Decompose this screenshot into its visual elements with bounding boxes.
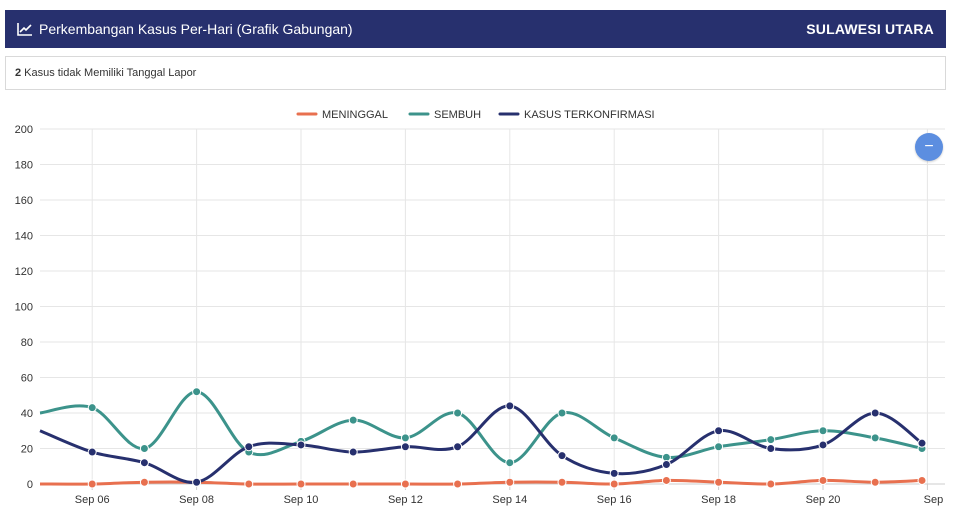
y-tick-label: 140 (15, 231, 33, 243)
data-point-kasus-terkonfirmasi[interactable] (557, 451, 567, 461)
data-point-kasus-terkonfirmasi[interactable] (870, 408, 880, 418)
y-tick-label: 160 (15, 195, 33, 207)
data-point-sembuh[interactable] (453, 408, 463, 418)
data-point-kasus-terkonfirmasi[interactable] (609, 468, 619, 478)
data-point-meninggal[interactable] (400, 479, 410, 489)
data-point-kasus-terkonfirmasi[interactable] (139, 458, 149, 468)
y-tick-label: 120 (15, 266, 33, 278)
x-tick-label: Sep 08 (179, 494, 214, 506)
series-kasus-terkonfirmasi (39, 401, 927, 487)
region-name: SULAWESI UTARA (806, 21, 934, 37)
data-point-meninggal[interactable] (609, 479, 619, 489)
data-point-meninggal[interactable] (453, 479, 463, 489)
data-point-sembuh[interactable] (139, 444, 149, 453)
panel-title: Perkembangan Kasus Per-Hari (Grafik Gabu… (17, 10, 353, 48)
undated-cases-count: 2 (15, 67, 22, 79)
panel-header: Perkembangan Kasus Per-Hari (Grafik Gabu… (5, 10, 946, 48)
collapse-button[interactable]: − (915, 133, 943, 161)
legend-item-kasus-terkonfirmasi[interactable]: KASUS TERKONFIRMASI (498, 109, 655, 121)
data-point-kasus-terkonfirmasi[interactable] (766, 444, 776, 453)
data-point-meninggal[interactable] (870, 477, 880, 487)
data-point-kasus-terkonfirmasi[interactable] (87, 447, 97, 457)
data-point-meninggal[interactable] (917, 475, 927, 485)
data-point-meninggal[interactable] (557, 477, 567, 487)
line-chart-icon (17, 23, 32, 36)
legend-label: MENINGGAL (322, 109, 388, 121)
y-axis: 0 20 40 60 80 100 120 140 160 180 200 (15, 124, 33, 491)
data-point-sembuh[interactable] (870, 433, 880, 443)
x-tick-label: Sep 06 (75, 494, 110, 506)
undated-cases-note: 2 Kasus tidak Memiliki Tanggal Lapor (5, 56, 946, 90)
data-point-sembuh[interactable] (505, 458, 515, 468)
y-tick-label: 100 (15, 302, 33, 314)
x-tick-label: Sep 20 (806, 494, 841, 506)
data-point-meninggal[interactable] (348, 479, 358, 489)
y-tick-label: 0 (27, 479, 33, 491)
data-point-kasus-terkonfirmasi[interactable] (244, 442, 254, 452)
minus-icon: − (924, 138, 934, 155)
x-axis: Sep 06 Sep 08 Sep 10 Sep 12 Sep 14 Sep 16 Sep … (40, 483, 945, 506)
data-point-kasus-terkonfirmasi[interactable] (917, 438, 927, 448)
data-point-kasus-terkonfirmasi[interactable] (505, 401, 515, 411)
y-tick-label: 180 (15, 160, 33, 172)
data-point-meninggal[interactable] (714, 477, 724, 487)
data-point-kasus-terkonfirmasi[interactable] (400, 442, 410, 452)
y-tick-label: 60 (21, 373, 33, 385)
legend-label: SEMBUH (434, 109, 481, 121)
series-sembuh (39, 387, 927, 468)
data-point-meninggal[interactable] (818, 475, 828, 485)
legend-item-sembuh[interactable]: SEMBUH (408, 109, 481, 121)
data-point-kasus-terkonfirmasi[interactable] (296, 440, 306, 450)
legend-item-meninggal[interactable]: MENINGGAL (296, 109, 388, 121)
data-point-sembuh[interactable] (348, 415, 358, 425)
x-tick-label: Sep 10 (284, 494, 319, 506)
panel-title-text: Perkembangan Kasus Per-Hari (Grafik Gabu… (39, 21, 353, 37)
y-tick-label: 80 (21, 337, 33, 349)
x-tick-label: Sep 16 (597, 494, 632, 506)
data-point-meninggal[interactable] (505, 477, 515, 487)
undated-cases-text: Kasus tidak Memiliki Tanggal Lapor (24, 67, 197, 79)
data-point-kasus-terkonfirmasi[interactable] (714, 426, 724, 436)
data-point-meninggal[interactable] (87, 479, 97, 489)
data-point-meninggal[interactable] (139, 477, 149, 487)
data-point-meninggal[interactable] (296, 479, 306, 489)
data-point-sembuh[interactable] (714, 442, 724, 452)
legend-label: KASUS TERKONFIRMASI (524, 109, 655, 121)
data-point-meninggal[interactable] (244, 479, 254, 489)
data-point-sembuh[interactable] (609, 433, 619, 443)
x-tick-label: Sep (924, 494, 944, 506)
data-point-kasus-terkonfirmasi[interactable] (453, 442, 463, 452)
x-tick-label: Sep 14 (492, 494, 527, 506)
x-tick-label: Sep 12 (388, 494, 423, 506)
y-tick-label: 40 (21, 408, 33, 420)
data-point-sembuh[interactable] (192, 387, 202, 397)
chart-legend: MENINGGAL SEMBUH KASUS TERKONFIRMASI (296, 109, 655, 121)
data-point-meninggal[interactable] (766, 479, 776, 489)
y-tick-label: 20 (21, 444, 33, 456)
data-point-kasus-terkonfirmasi[interactable] (661, 459, 671, 469)
data-point-kasus-terkonfirmasi[interactable] (818, 440, 828, 450)
chart-grid (40, 128, 945, 485)
data-point-sembuh[interactable] (557, 408, 567, 418)
x-tick-label: Sep 18 (701, 494, 736, 506)
data-point-sembuh[interactable] (400, 433, 410, 443)
chart-series (39, 387, 927, 489)
data-point-sembuh[interactable] (87, 403, 97, 413)
data-point-meninggal[interactable] (661, 475, 671, 485)
data-point-kasus-terkonfirmasi[interactable] (192, 477, 202, 487)
data-point-sembuh[interactable] (766, 435, 776, 445)
data-point-sembuh[interactable] (818, 426, 828, 436)
daily-cases-line-chart: MENINGGAL SEMBUH KASUS TERKONFIRMASI 0 20 40… (15, 109, 945, 506)
data-point-kasus-terkonfirmasi[interactable] (348, 447, 358, 457)
y-tick-label: 200 (15, 124, 33, 136)
